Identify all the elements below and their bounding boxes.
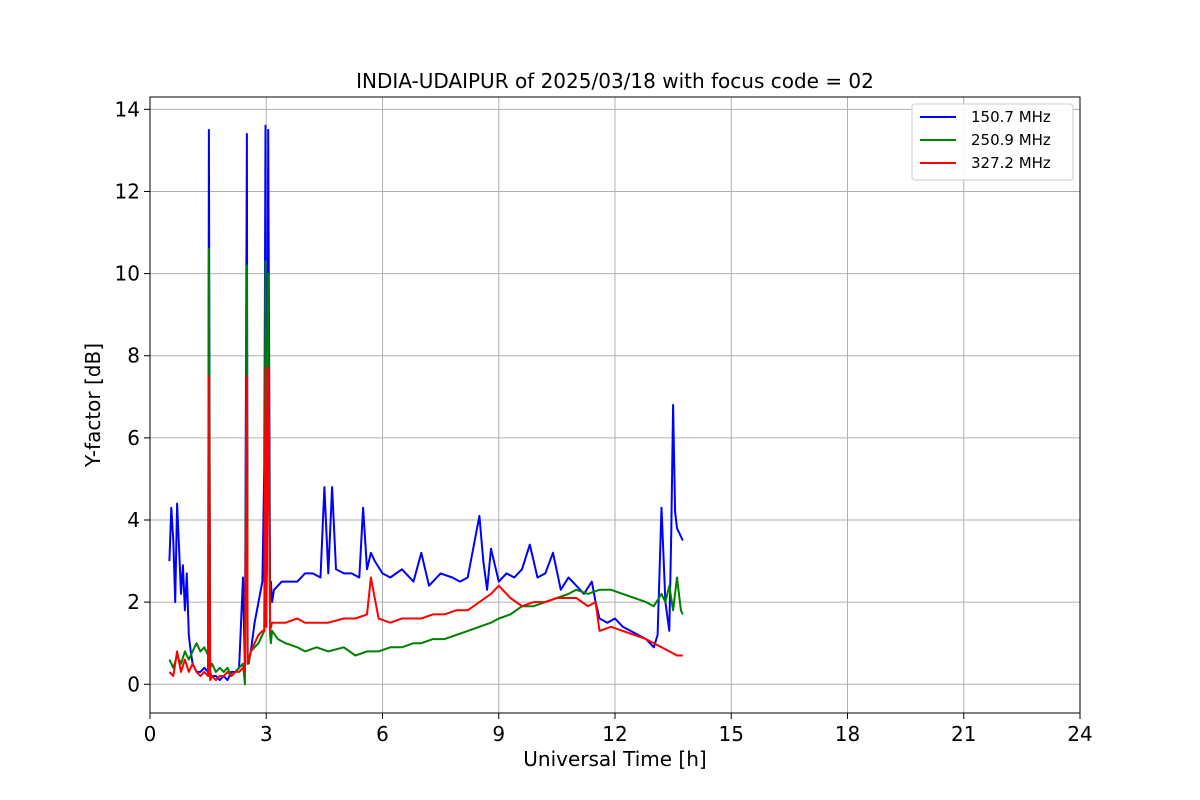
series-lines — [168, 124, 684, 686]
y-tick-label: 4 — [127, 508, 140, 532]
x-tick-label: 24 — [1067, 722, 1092, 746]
legend: 150.7 MHz 250.9 MHz 327.2 MHz — [911, 103, 1074, 181]
x-tick-label: 15 — [719, 722, 744, 746]
y-tick-label: 14 — [115, 97, 140, 121]
grid — [149, 97, 1081, 713]
x-tick-label: 0 — [144, 722, 157, 746]
x-tick-label: 3 — [260, 722, 273, 746]
y-axis-label: Y-factor [dB] — [81, 343, 105, 468]
y-tick-label: 6 — [127, 426, 140, 450]
x-axis-label: Universal Time [h] — [523, 747, 706, 771]
series-line-250-9-mhz — [168, 247, 684, 686]
x-tick-label: 6 — [376, 722, 389, 746]
x-tick-label: 9 — [492, 722, 505, 746]
legend-box — [911, 103, 1074, 181]
chart-title: INDIA-UDAIPUR of 2025/03/18 with focus c… — [356, 69, 874, 93]
x-tick-label: 21 — [951, 722, 976, 746]
y-tick-label: 8 — [127, 344, 140, 368]
y-tick-label: 0 — [127, 672, 140, 696]
x-tick-label: 18 — [835, 722, 860, 746]
legend-label-327-mhz: 327.2 MHz — [971, 154, 1051, 172]
y-tick-label: 12 — [115, 179, 140, 203]
y-tick-label: 10 — [115, 262, 140, 286]
x-tick-label: 12 — [602, 722, 627, 746]
legend-label-250-mhz: 250.9 MHz — [971, 131, 1051, 149]
series-line-150-7-mhz — [168, 124, 684, 682]
legend-label-150-mhz: 150.7 MHz — [971, 108, 1051, 126]
series-line-327-2-mhz — [168, 367, 683, 682]
y-tick-label: 2 — [127, 590, 140, 614]
